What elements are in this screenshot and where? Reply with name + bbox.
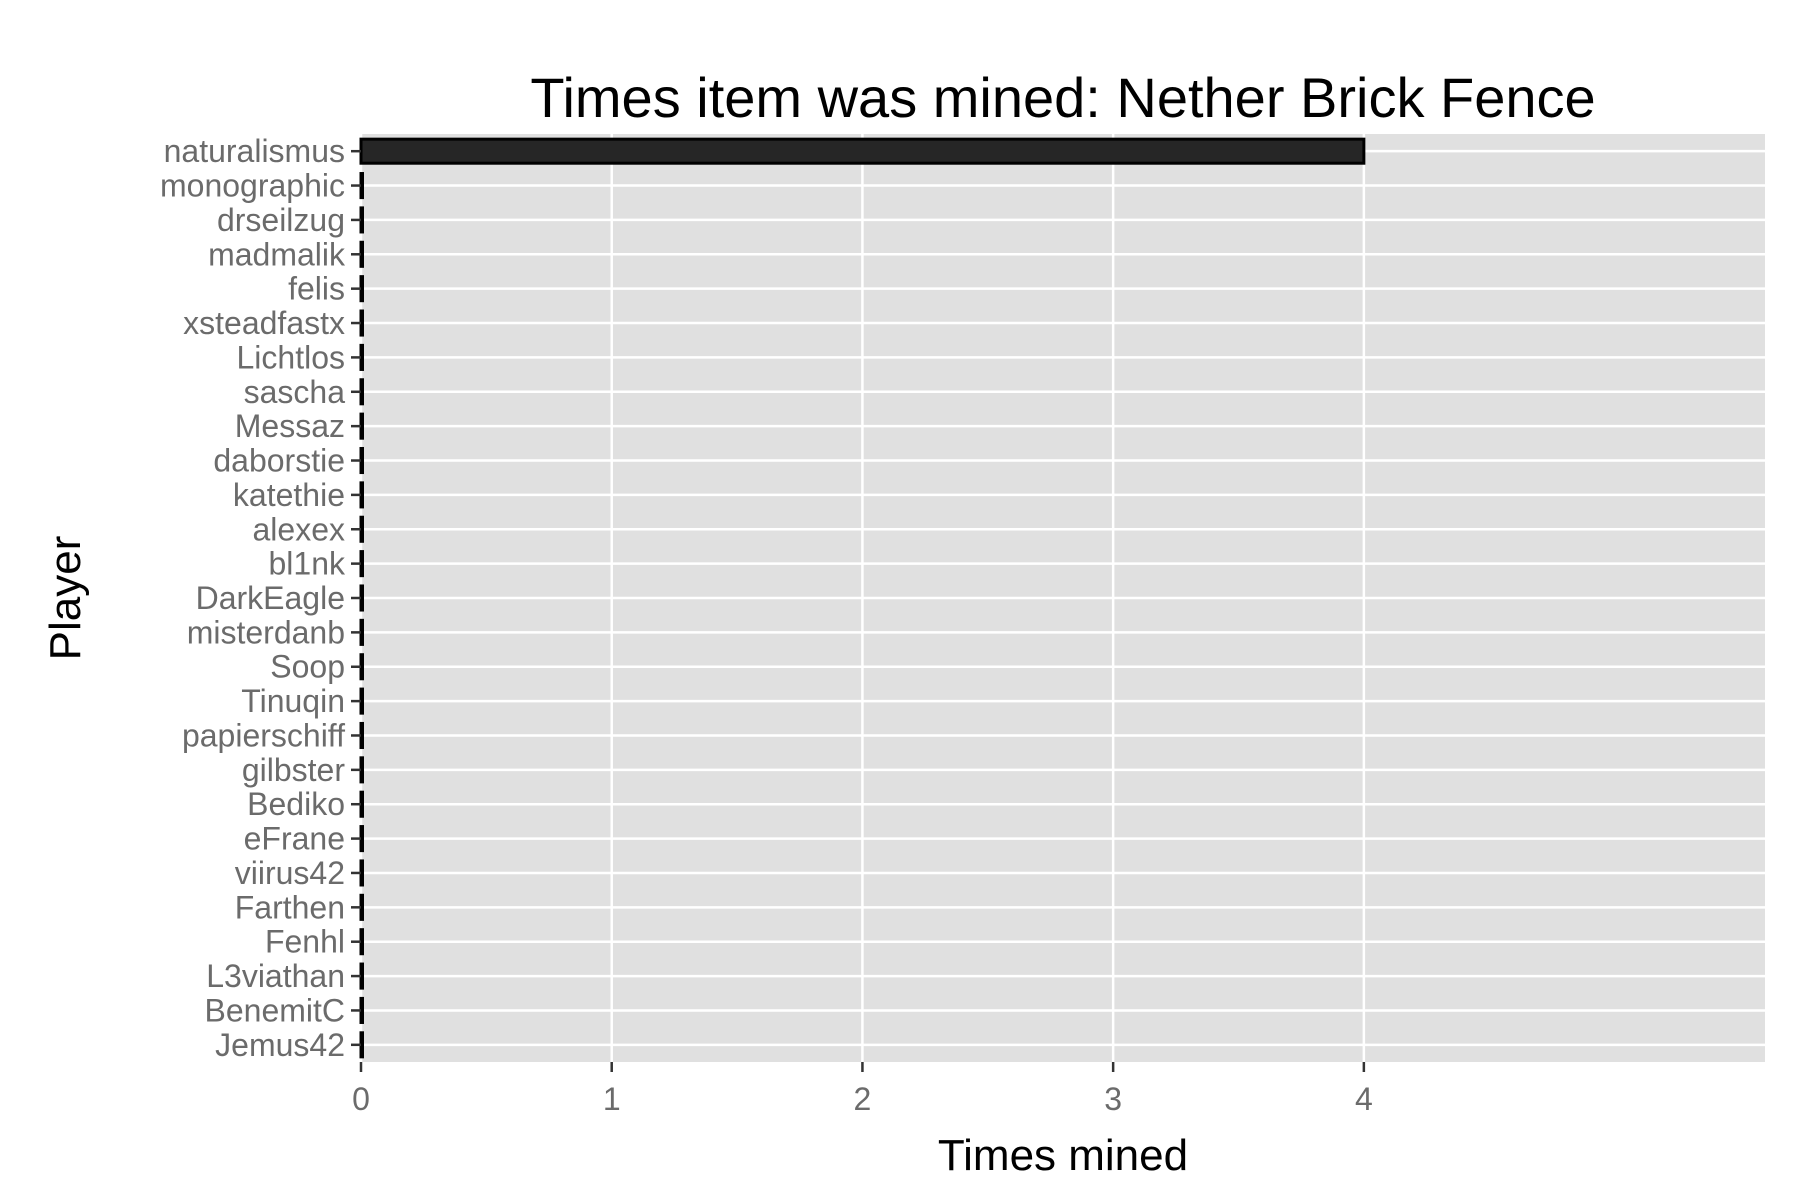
y-tick-label: bl1nk (269, 546, 347, 582)
y-tick-label: Bediko (247, 786, 345, 822)
chart-title: Times item was mined: Nether Brick Fence (530, 66, 1595, 129)
y-tick-label: felis (288, 271, 345, 307)
y-tick-label: sascha (244, 374, 346, 410)
y-tick-label: Messaz (235, 408, 345, 444)
bar (359, 687, 364, 715)
bar (359, 446, 364, 475)
y-tick-label: Lichtlos (237, 339, 346, 375)
bar (359, 584, 364, 612)
y-tick-label: papierschiff (182, 717, 345, 753)
bar (359, 137, 1366, 165)
y-tick-label: daborstie (213, 443, 345, 479)
y-tick-label: BenemitC (205, 992, 346, 1028)
y-tick-label: gilbster (242, 752, 346, 788)
bar (359, 240, 364, 268)
x-axis-ticks: 0 1 2 3 4 (352, 1062, 1373, 1117)
y-tick-label: Jemus42 (215, 1027, 345, 1063)
y-tick-label: misterdanb (187, 614, 345, 650)
bar (359, 206, 364, 234)
y-tick-label: xsteadfastx (183, 305, 345, 341)
bar (359, 275, 364, 303)
y-tick-label: Fenhl (265, 924, 345, 960)
bar (359, 653, 364, 681)
y-tick-label: DarkEagle (196, 580, 345, 616)
bar (359, 515, 364, 543)
bar (359, 893, 364, 921)
bar (359, 962, 364, 990)
bar (359, 378, 364, 406)
x-tick-label: 0 (352, 1081, 370, 1117)
y-tick-label: Soop (270, 649, 345, 685)
bar (359, 1031, 364, 1059)
x-tick-label: 1 (603, 1081, 621, 1117)
bar (359, 412, 364, 440)
bar (359, 790, 364, 818)
y-tick-label: viirus42 (235, 855, 345, 891)
bar (359, 721, 364, 750)
x-tick-label: 4 (1355, 1081, 1373, 1117)
grid-lines (359, 134, 1765, 1062)
bar (359, 859, 364, 887)
bar (359, 996, 364, 1024)
bar (359, 481, 364, 509)
bar (359, 343, 364, 371)
bar (359, 172, 364, 200)
y-tick-label: monographic (160, 168, 345, 204)
y-axis-title: Player (41, 536, 90, 661)
x-tick-label: 2 (854, 1081, 872, 1117)
bar (359, 928, 364, 956)
bar (359, 756, 364, 784)
y-tick-label: alexex (253, 511, 346, 547)
y-tick-label: Tinuqin (241, 683, 345, 719)
bars (359, 137, 1366, 1059)
x-axis-title: Times mined (938, 1131, 1188, 1180)
bar (359, 550, 364, 578)
y-tick-label: madmalik (208, 236, 346, 272)
x-tick-label: 3 (1104, 1081, 1122, 1117)
y-tick-label: naturalismus (164, 133, 345, 169)
y-tick-label: eFrane (244, 821, 345, 857)
bar (359, 309, 364, 337)
y-tick-label: Farthen (235, 889, 345, 925)
y-tick-label: katethie (233, 477, 345, 513)
bar (359, 825, 364, 853)
y-tick-label: drseilzug (217, 202, 345, 238)
y-axis-ticks: naturalismusmonographicdrseilzugmadmalik… (160, 133, 361, 1063)
y-tick-label: L3viathan (206, 958, 345, 994)
bar (359, 618, 364, 646)
